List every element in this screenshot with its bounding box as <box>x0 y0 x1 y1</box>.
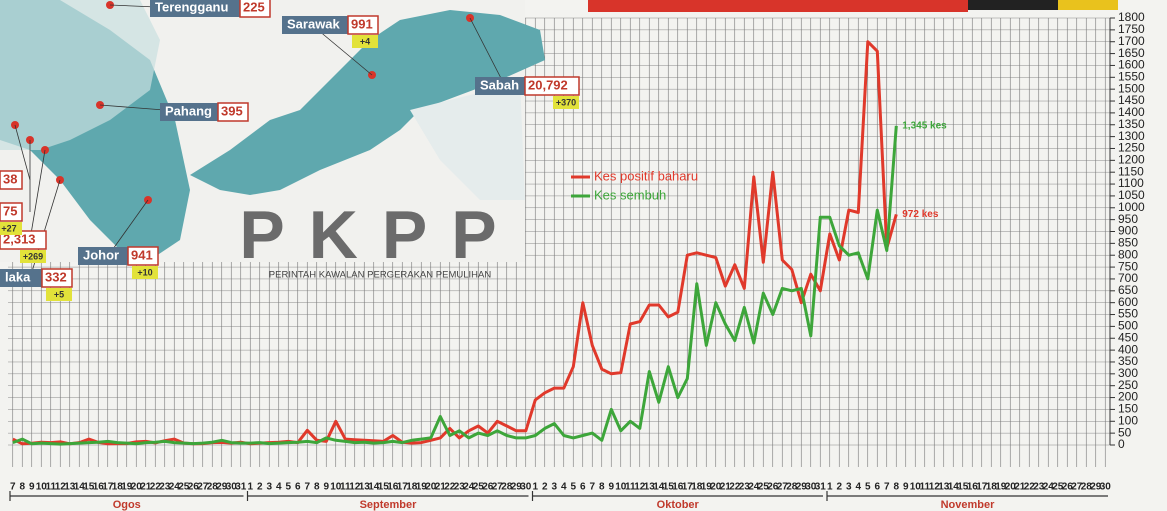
state-cases: 332 <box>45 269 67 284</box>
x-tick-label: 9 <box>608 482 614 493</box>
state-new: +5 <box>54 289 64 299</box>
x-tick-label: 4 <box>855 482 861 493</box>
x-tick-label: 8 <box>19 482 25 493</box>
x-tick-label: 2 <box>836 482 842 493</box>
state-name: Sarawak <box>287 16 341 31</box>
x-tick-label: 30 <box>520 482 532 493</box>
x-tick-label: 7 <box>304 482 310 493</box>
state-cases: 20,792 <box>528 77 568 92</box>
banner-red <box>588 0 968 12</box>
x-tick-label: 31 <box>235 482 247 493</box>
banner-yellow <box>1058 0 1118 10</box>
x-tick-label: 3 <box>846 482 852 493</box>
month-label: November <box>941 499 996 511</box>
x-tick-label: 1 <box>532 482 538 493</box>
logo-subtitle: PERINTAH KAWALAN PERGERAKAN PEMULIHAN <box>269 270 492 281</box>
state-new: +269 <box>23 251 43 261</box>
x-tick-label: 4 <box>561 482 567 493</box>
banner-black <box>968 0 1058 10</box>
logo: PKPP <box>239 197 520 273</box>
x-tick-label: 7 <box>10 482 16 493</box>
x-tick-label: 9 <box>29 482 35 493</box>
state-new: +370 <box>556 97 576 107</box>
legend-label: Kes sembuh <box>594 187 666 202</box>
month-label: September <box>360 499 418 511</box>
state-name: Pahang <box>165 103 212 118</box>
month-label: Ogos <box>113 499 141 511</box>
x-tick-label: 4 <box>276 482 282 493</box>
state-cases: 38 <box>3 171 17 186</box>
state-new: +27 <box>1 223 16 233</box>
state-name: Terengganu <box>155 0 228 14</box>
x-tick-label: 31 <box>815 482 827 493</box>
legend-label: Kes positif baharu <box>594 168 698 183</box>
chart: PKPP PERINTAH KAWALAN PERGERAKAN PEMULIH… <box>0 0 1167 511</box>
state-new: +10 <box>137 267 152 277</box>
x-tick-label: 6 <box>580 482 586 493</box>
x-tick-label: 8 <box>314 482 320 493</box>
x-tick-label: 5 <box>285 482 291 493</box>
map: PKPP PERINTAH KAWALAN PERGERAKAN PEMULIH… <box>0 0 579 301</box>
state-cases: 991 <box>351 16 373 31</box>
x-tick-label: 6 <box>295 482 301 493</box>
x-tick-label: 8 <box>893 482 899 493</box>
x-tick-label: 6 <box>874 482 880 493</box>
state-new: +4 <box>360 36 370 46</box>
state-name: laka <box>5 269 31 284</box>
month-label: Oktober <box>657 499 700 511</box>
x-tick-label: 8 <box>599 482 605 493</box>
x-tick-label: 1 <box>827 482 833 493</box>
x-tick-label: 30 <box>1100 482 1112 493</box>
state-cases: 75 <box>3 203 17 218</box>
x-tick-label: 3 <box>266 482 272 493</box>
value-label: 1,345 kes <box>902 121 947 132</box>
x-tick-label: 5 <box>865 482 871 493</box>
x-tick-label: 5 <box>570 482 576 493</box>
x-tick-label: 2 <box>257 482 263 493</box>
value-label: 972 kes <box>902 209 939 220</box>
x-tick-label: 1 <box>247 482 253 493</box>
x-tick-label: 7 <box>884 482 890 493</box>
x-tick-label: 3 <box>551 482 557 493</box>
x-tick-label: 2 <box>542 482 548 493</box>
state-name: Johor <box>83 247 119 262</box>
state-cases: 225 <box>243 0 265 14</box>
y-tick-label: 1800 <box>1118 10 1145 24</box>
state-name: Sabah <box>480 77 519 92</box>
x-tick-label: 7 <box>589 482 595 493</box>
x-tick-label: 9 <box>903 482 909 493</box>
state-cases: 941 <box>131 247 153 262</box>
x-tick-label: 9 <box>323 482 329 493</box>
state-cases: 395 <box>221 103 243 118</box>
